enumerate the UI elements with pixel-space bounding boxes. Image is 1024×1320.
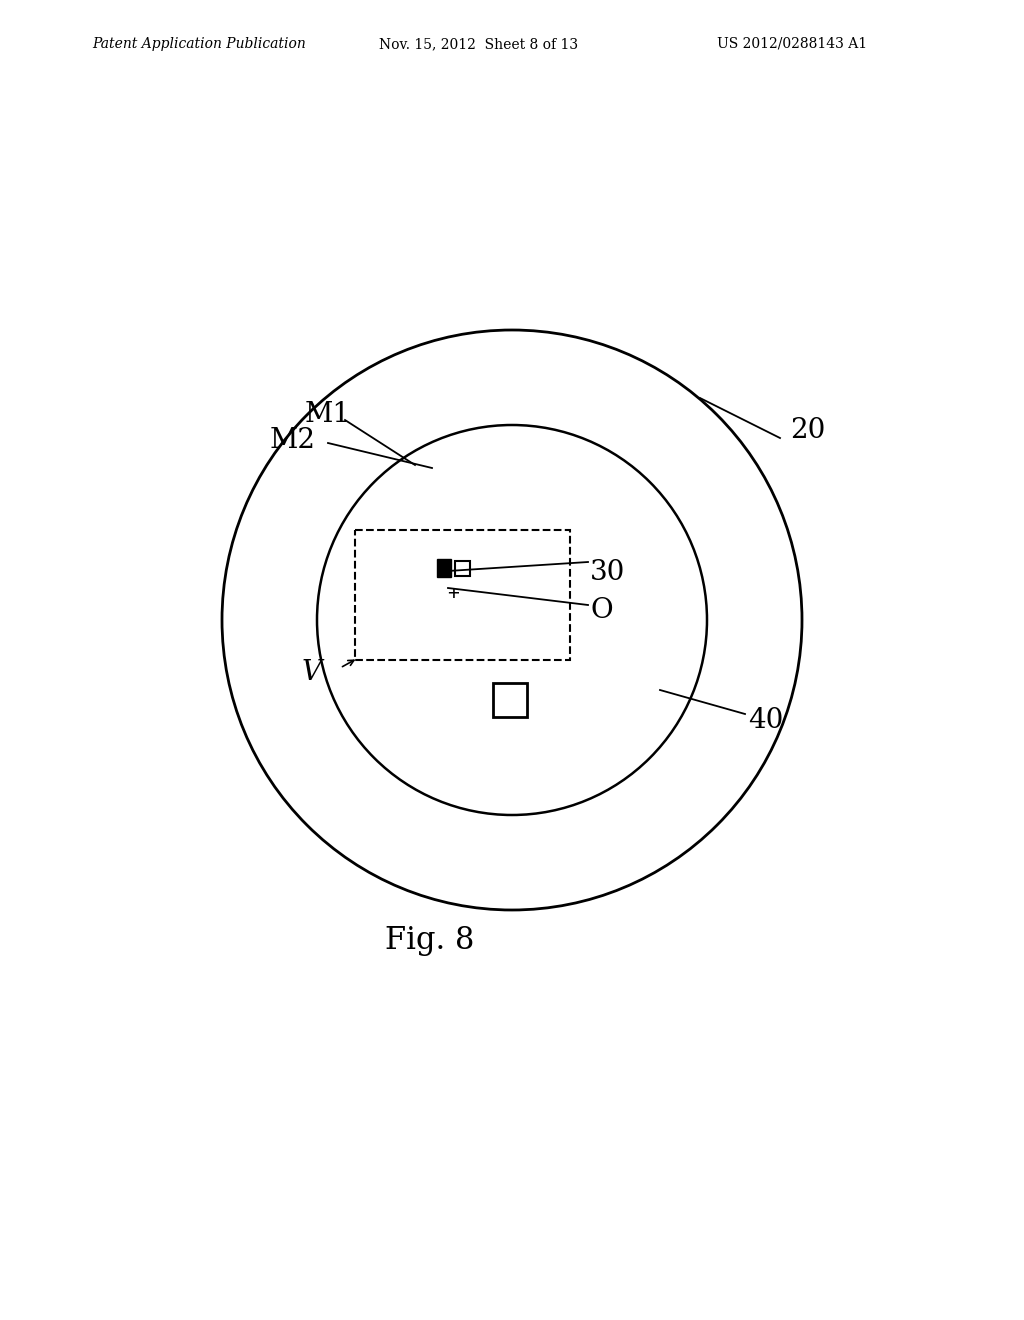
Text: +: + [447, 583, 459, 602]
Text: Fig. 8: Fig. 8 [385, 924, 475, 956]
Text: M1: M1 [305, 401, 351, 429]
Text: US 2012/0288143 A1: US 2012/0288143 A1 [717, 37, 867, 51]
Text: Patent Application Publication: Patent Application Publication [92, 37, 306, 51]
Text: V: V [302, 659, 322, 685]
Text: 40: 40 [748, 706, 783, 734]
Text: 20: 20 [790, 417, 825, 444]
Text: 30: 30 [590, 558, 626, 586]
Text: M2: M2 [270, 426, 316, 454]
Bar [437, 558, 451, 577]
Bar [455, 561, 469, 576]
Text: Nov. 15, 2012  Sheet 8 of 13: Nov. 15, 2012 Sheet 8 of 13 [379, 37, 578, 51]
Bar [493, 682, 527, 717]
Bar [355, 531, 570, 660]
Text: O: O [590, 597, 612, 623]
